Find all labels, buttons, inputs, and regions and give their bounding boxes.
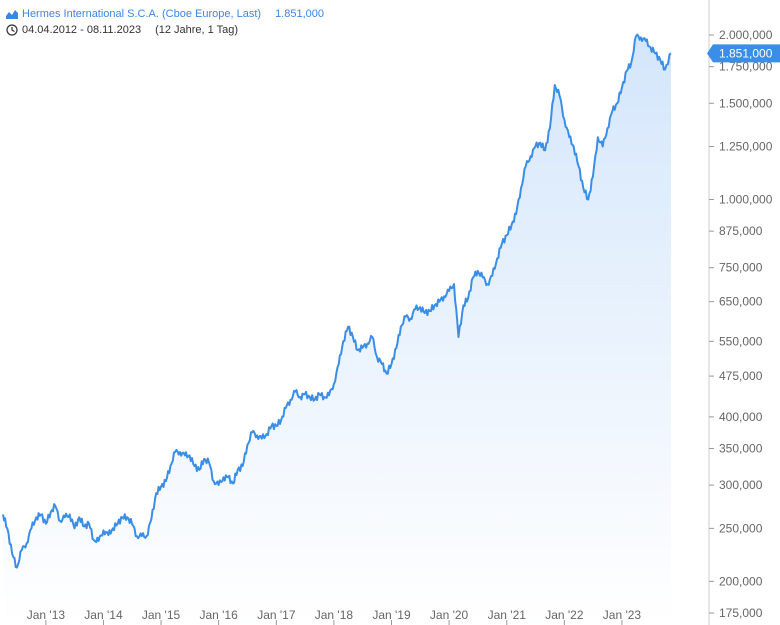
chart-legend: Hermes International S.C.A. (Cboe Europe… xyxy=(6,6,324,38)
last-price-tag: 1.851,000 xyxy=(707,44,780,63)
x-tick-label: Jan '13 xyxy=(27,608,66,622)
price-area xyxy=(3,34,671,625)
last-price-tag-shape xyxy=(707,44,780,63)
y-tick-label: 550,000 xyxy=(719,334,763,348)
y-axis: 200,000 250,000 300,000 350,000 400,000 475,0… xyxy=(708,0,773,625)
y-tick-label: 350,000 xyxy=(719,442,763,456)
price-line-series xyxy=(2,33,672,569)
clock-icon xyxy=(6,24,18,36)
y-tick-label: 1.000,000 xyxy=(719,192,773,206)
instrument-name: Hermes International S.C.A. (Cboe Europe… xyxy=(22,8,262,20)
x-axis: Jan '13 Jan '14 Jan '15 Jan '16 Jan '17 Jan '… xyxy=(27,608,642,625)
price-area-fill xyxy=(3,34,671,625)
y-tick-label: 200,000 xyxy=(719,574,763,588)
x-tick-label: Jan '19 xyxy=(372,608,411,622)
legend-last-value: 1.851,000 xyxy=(275,8,324,20)
x-tick-label: Jan '15 xyxy=(142,608,181,622)
x-tick-label: Jan '18 xyxy=(315,608,354,622)
x-tick-label: Jan '22 xyxy=(545,608,584,622)
y-tick-label: 175,000 xyxy=(719,606,763,620)
date-range: 04.04.2012 - 08.11.2023 xyxy=(22,24,142,36)
y-tick-label: 750,000 xyxy=(719,261,763,275)
x-tick-label: Jan '16 xyxy=(199,608,238,622)
y-tick-label: 1.500,000 xyxy=(719,96,773,110)
y-tick-label: 2.000,000 xyxy=(719,28,773,42)
y-tick-label: 1.250,000 xyxy=(719,140,773,154)
area-chart-icon xyxy=(6,10,18,19)
price-line xyxy=(2,33,672,569)
x-tick-label: Jan '23 xyxy=(603,608,642,622)
y-tick-label: 650,000 xyxy=(719,295,763,309)
last-price-label: 1.851,000 xyxy=(719,46,773,60)
y-tick-label: 250,000 xyxy=(719,521,763,535)
y-tick-label: 1.750,000 xyxy=(719,60,773,74)
x-tick-label: Jan '21 xyxy=(488,608,527,622)
legend-period-row: 04.04.2012 - 08.11.2023 (12 Jahre, 1 Tag… xyxy=(6,22,324,38)
period-length: (12 Jahre, 1 Tag) xyxy=(155,24,239,36)
y-tick-label: 400,000 xyxy=(719,410,763,424)
y-tick-label: 875,000 xyxy=(719,224,763,238)
legend-instrument-row: Hermes International S.C.A. (Cboe Europe… xyxy=(6,6,324,22)
x-tick-label: Jan '20 xyxy=(430,608,469,622)
x-tick-label: Jan '14 xyxy=(84,608,123,622)
x-tick-label: Jan '17 xyxy=(257,608,296,622)
y-tick-label: 475,000 xyxy=(719,369,763,383)
y-tick-label: 300,000 xyxy=(719,478,763,492)
